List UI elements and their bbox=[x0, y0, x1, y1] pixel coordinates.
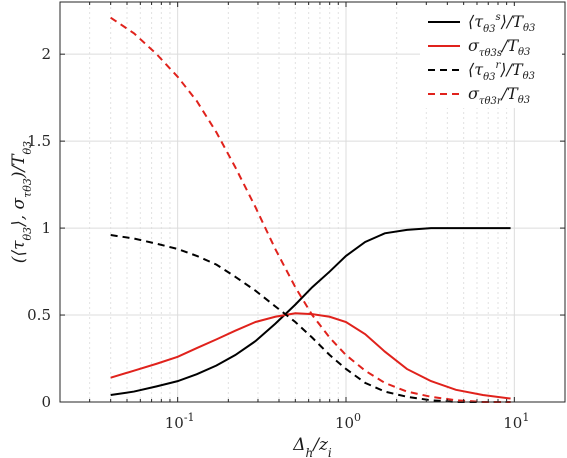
x-tick-label: 10-1 bbox=[165, 411, 195, 432]
series-line-1 bbox=[110, 227, 511, 397]
series-line-4 bbox=[110, 16, 511, 403]
svg-text:(⟨τθ3⟩, στθ3)/Tθ3: (⟨τθ3⟩, στθ3)/Tθ3 bbox=[9, 141, 34, 263]
y-tick-label: 2 bbox=[41, 45, 51, 63]
y-tick-label: 1 bbox=[41, 219, 51, 237]
series-line-3 bbox=[110, 234, 511, 403]
x-tick-label: 100 bbox=[335, 411, 361, 432]
x-axis-label: Δh/zi bbox=[292, 435, 332, 458]
y-tick-label: 1.5 bbox=[27, 132, 51, 150]
y-axis-label: (⟨τθ3⟩, στθ3)/Tθ3 bbox=[9, 141, 34, 263]
legend-entry-2: στθ3s/Tθ3 bbox=[468, 36, 530, 59]
series-layer bbox=[110, 16, 511, 403]
series-line-2 bbox=[110, 312, 511, 400]
y-tick-label: 0.5 bbox=[27, 306, 51, 324]
x-tick-label: 101 bbox=[503, 411, 529, 432]
tick-layer: 10-1 100 101 0 0.5 1 1.5 2 bbox=[27, 2, 566, 432]
legend-entry-1: ⟨τθ3s⟩/Tθ3 bbox=[468, 12, 535, 35]
y-tick-label: 0 bbox=[41, 393, 51, 411]
legend-entry-3: ⟨τθ3r⟩/Tθ3 bbox=[468, 60, 535, 83]
plot-frame bbox=[59, 1, 566, 403]
legend-entry-4: στθ3r/Tθ3 bbox=[468, 84, 530, 107]
